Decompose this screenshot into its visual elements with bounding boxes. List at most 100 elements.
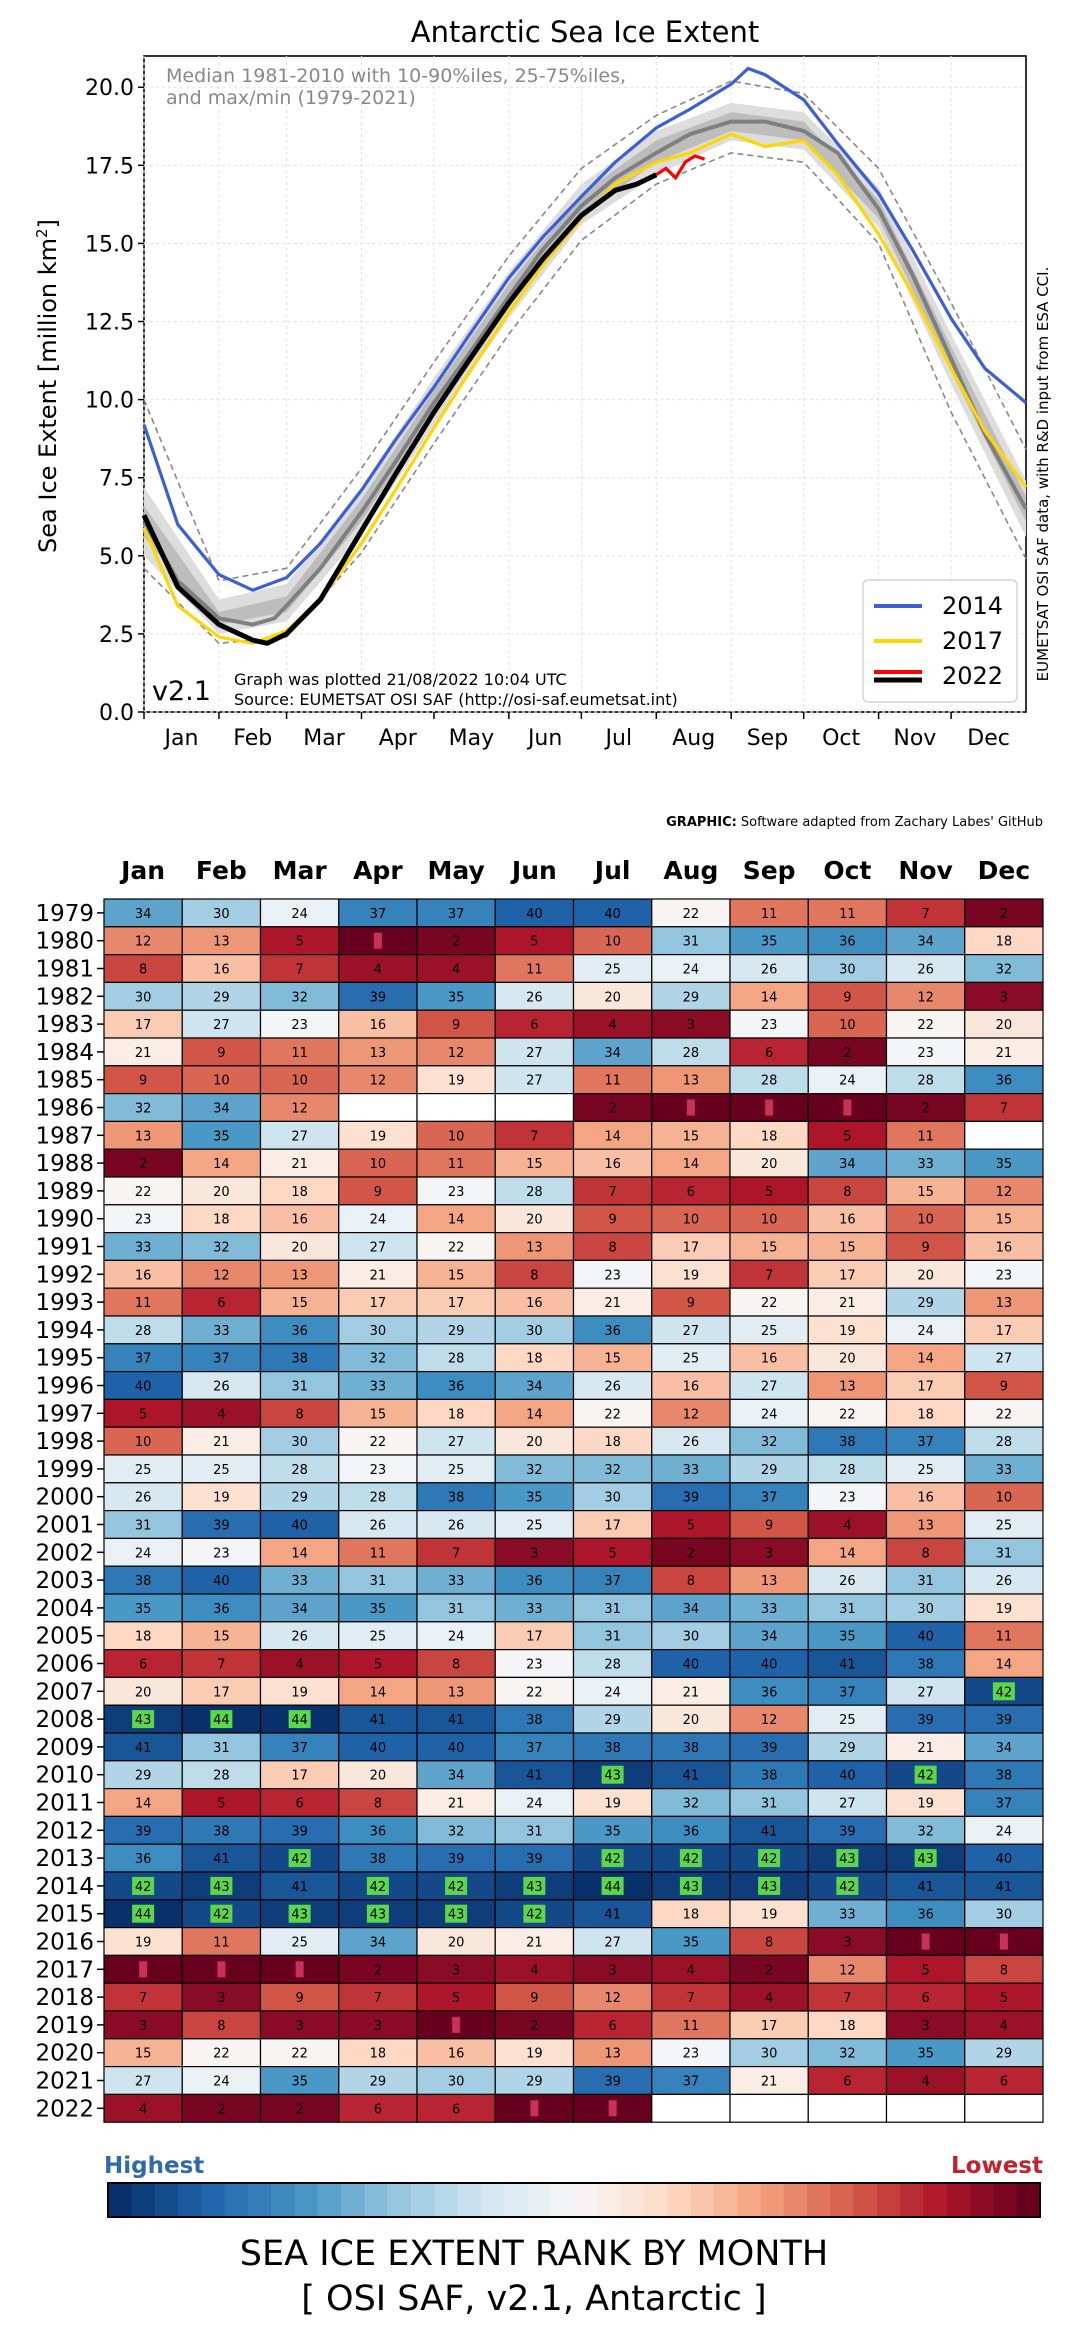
rank-cell — [181, 1370, 262, 1400]
colorbar-step — [737, 2183, 761, 2217]
rank-cell — [964, 1621, 1044, 1651]
rank-value: 16 — [604, 1157, 621, 1172]
rank-cell — [181, 1454, 262, 1484]
rank-value: 32 — [996, 963, 1013, 978]
rank-value: 34 — [604, 1046, 621, 1061]
colorbar-step — [643, 2183, 668, 2217]
rank-cell — [964, 1259, 1044, 1289]
colorbar-step — [900, 2183, 924, 2217]
rank-cell — [807, 1732, 888, 1762]
colorbar-frame — [107, 2182, 1041, 2218]
year-label: 1983 — [35, 1012, 94, 1038]
colorbar-step — [177, 2183, 202, 2217]
rank-value: 23 — [839, 1491, 856, 1506]
rank-cell — [807, 1815, 888, 1845]
rank-cell — [103, 1787, 183, 1817]
rank-cell — [885, 1899, 966, 1929]
rank-value: 19 — [761, 1908, 778, 1923]
rank-value: 20 — [526, 1213, 543, 1228]
rank-value: 30 — [761, 2047, 778, 2062]
rank-cell — [494, 1732, 575, 1762]
colorbar-step — [480, 2183, 505, 2217]
rank-value: 38 — [370, 1852, 387, 1867]
line-2014 — [142, 66, 1028, 592]
colorbar-step — [434, 2183, 458, 2217]
rank-cell — [729, 954, 809, 984]
rank-cell — [338, 2010, 418, 2040]
year-label: 1991 — [35, 1235, 94, 1261]
rank-one-marker — [295, 1961, 304, 1978]
rank-cell — [807, 2093, 888, 2123]
rank-value: 38 — [839, 1435, 856, 1450]
rank-highlight — [288, 1904, 311, 1923]
rank-value: 27 — [761, 1380, 778, 1395]
rank-value: 43 — [291, 1908, 308, 1923]
rank-value: 6 — [295, 1797, 303, 1812]
colorbar-step — [271, 2183, 295, 2217]
rank-value: 42 — [996, 1685, 1013, 1700]
rank-value: 18 — [526, 1352, 543, 1367]
rank-value: 2 — [921, 1102, 929, 1117]
rank-cell — [651, 1065, 731, 1095]
rank-cell — [807, 1343, 888, 1373]
rank-cell — [338, 2065, 418, 2095]
year-label: 2003 — [35, 1568, 94, 1594]
rank-value: 41 — [996, 1880, 1013, 1895]
rank-cell — [338, 1954, 418, 1984]
rank-cell — [964, 1871, 1044, 1901]
rank-value: 40 — [839, 1769, 856, 1784]
rank-value: 15 — [448, 1268, 465, 1283]
year-label: 1981 — [35, 957, 94, 983]
rank-cell — [807, 1787, 888, 1817]
colorbar-step — [131, 2183, 156, 2217]
rank-cell — [885, 1204, 966, 1234]
rank-value: 37 — [839, 1685, 856, 1700]
rank-value: 31 — [291, 1380, 308, 1395]
rank-value: 32 — [761, 1435, 778, 1450]
colorbar-step — [667, 2183, 691, 2217]
rank-value: 33 — [917, 1157, 934, 1172]
rank-value: 36 — [917, 1908, 934, 1923]
rank-value: 26 — [370, 1519, 387, 1534]
rank-cell — [964, 1204, 1044, 1234]
rank-value: 13 — [839, 1380, 856, 1395]
x-tick-label: Feb — [233, 726, 272, 751]
rank-value: 22 — [526, 1685, 543, 1700]
rank-cell — [181, 1648, 262, 1678]
rank-value: 21 — [604, 1296, 621, 1311]
rank-value: 4 — [139, 2102, 147, 2117]
month-header: May — [427, 856, 484, 885]
rank-value: 20 — [526, 1435, 543, 1450]
rank-value: 39 — [839, 1824, 856, 1839]
rank-value: 13 — [135, 1129, 152, 1144]
year-label: 2013 — [35, 1846, 94, 1872]
graphic-credit: GRAPHIC: Software adapted from Zachary La… — [666, 815, 1043, 830]
rank-cell — [572, 954, 653, 984]
rank-value: 19 — [370, 1129, 387, 1144]
rank-value: 7 — [452, 1546, 460, 1561]
x-tick-label: Sep — [747, 726, 788, 751]
rank-highlight — [366, 1876, 389, 1895]
rank-value: 22 — [604, 1407, 621, 1422]
rank-value: 30 — [839, 963, 856, 978]
rank-cell — [259, 1565, 340, 1595]
rank-cell — [651, 1899, 731, 1929]
rank-value: 42 — [526, 1908, 543, 1923]
rank-value: 30 — [213, 907, 230, 922]
rank-value: 34 — [448, 1769, 465, 1784]
year-label: 1982 — [35, 984, 94, 1010]
rank-cell — [181, 1621, 262, 1651]
colorbar-step — [364, 2183, 389, 2217]
y-tick-label: 0.0 — [99, 701, 134, 726]
rank-value: 23 — [370, 1463, 387, 1478]
year-label: 2009 — [35, 1735, 94, 1761]
rank-cell — [572, 1287, 653, 1317]
rank-value: 4 — [843, 1519, 851, 1534]
rank-value: 37 — [917, 1435, 934, 1450]
rank-cell — [651, 1760, 731, 1790]
rank-cell — [494, 1982, 575, 2012]
rank-highlight — [914, 1849, 937, 1868]
rank-cell — [338, 1315, 418, 1345]
rank-value: 13 — [526, 1241, 543, 1256]
rank-value: 29 — [448, 1324, 465, 1339]
